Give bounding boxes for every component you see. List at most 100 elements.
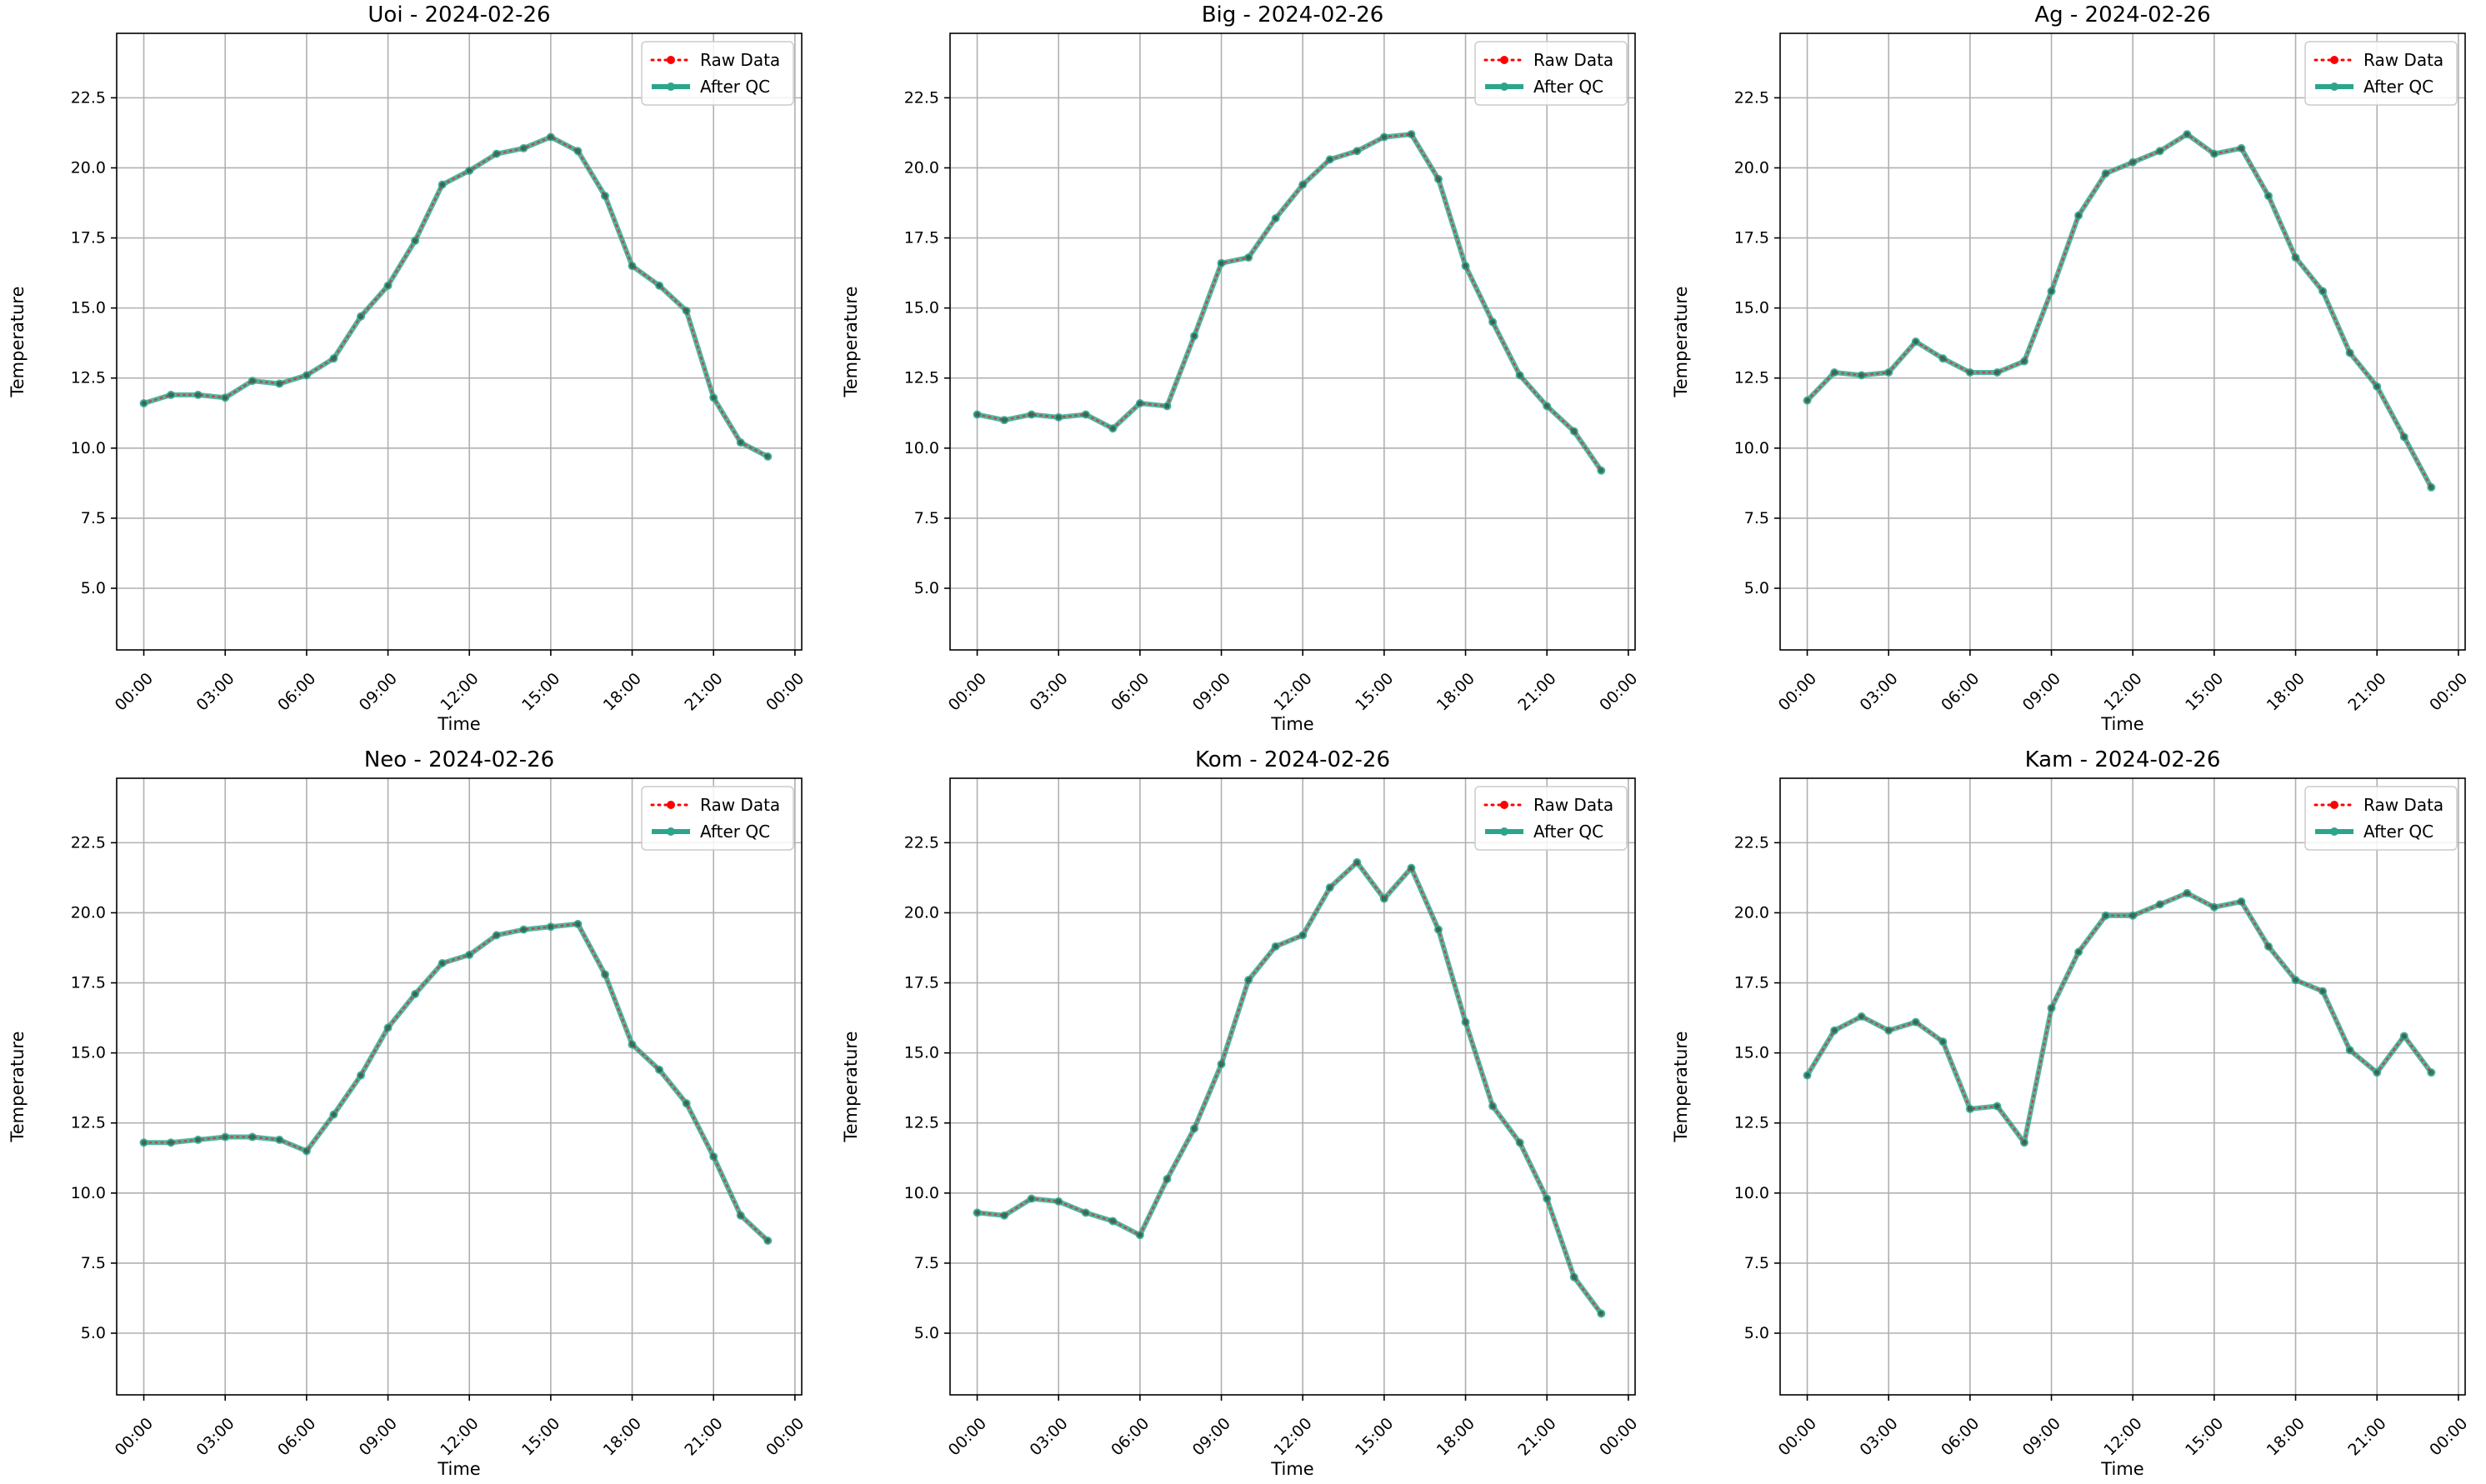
x-tick-label: 21:00	[1514, 1414, 1559, 1459]
raw-data-point	[2319, 988, 2326, 994]
x-tick-label: 15:00	[1352, 1414, 1397, 1459]
axes-frame	[1779, 777, 2466, 1396]
x-tick-label: 00:00	[1775, 1414, 1820, 1459]
x-tick-label: 03:00	[193, 1414, 238, 1459]
raw-data-point	[1598, 467, 1604, 473]
raw-data-point	[1164, 403, 1170, 409]
y-tick-label: 17.5	[904, 974, 939, 992]
raw-data-point	[1028, 1196, 1034, 1202]
raw-data-point	[2428, 484, 2434, 491]
y-tick-label: 20.0	[71, 158, 106, 177]
y-tick-label: 22.5	[904, 88, 939, 107]
raw-data-point	[1571, 1274, 1577, 1280]
raw-data-point	[1273, 215, 1278, 222]
raw-data-series-line	[1806, 132, 2433, 489]
y-axis-label: Temperature	[1671, 1031, 1691, 1142]
after-qc-points	[139, 132, 773, 461]
y-tick-label: 7.5	[914, 1254, 939, 1272]
y-tick-label: 12.5	[71, 369, 106, 387]
raw-data-point	[1463, 262, 1468, 269]
axes-frame	[949, 777, 1636, 1396]
raw-data-point	[2265, 943, 2272, 950]
raw-data-point	[2184, 131, 2190, 137]
raw-data-point	[1218, 1061, 1224, 1067]
legend-qc-marker	[1500, 82, 1508, 91]
chart-title: Big - 2024-02-26	[1202, 2, 1384, 27]
y-tick-label: 22.5	[1734, 833, 1769, 852]
x-tick-label: 15:00	[518, 669, 563, 714]
raw-data-point	[2130, 159, 2136, 165]
grid-lines	[117, 778, 802, 1395]
y-tick-label: 15.0	[71, 299, 106, 317]
raw-data-point	[1804, 1072, 1810, 1078]
legend-raw-marker	[667, 801, 675, 809]
chart-panel: 00:00 03:00 06:00 09:00 12:00 15:00 18:00 21:00…	[1671, 747, 2471, 1479]
legend: Raw Data After QC	[1474, 786, 1628, 851]
x-tick-label: 21:00	[2344, 669, 2389, 714]
y-tick-label: 5.0	[914, 1324, 939, 1342]
raw-data-point	[412, 991, 418, 997]
x-tick-label: 09:00	[1189, 669, 1234, 714]
raw-data-point	[2347, 350, 2353, 356]
raw-data-point	[2347, 1047, 2353, 1053]
y-tick-label: 10.0	[1734, 439, 1769, 457]
y-tick-label: 15.0	[904, 299, 939, 317]
chart-panel: 00:00 03:00 06:00 09:00 12:00 15:00 18:00 21:00…	[1671, 2, 2471, 734]
after-qc-points	[1803, 888, 2436, 1147]
x-tick-label: 18:00	[2263, 1414, 2308, 1459]
y-tick-label: 20.0	[1734, 903, 1769, 922]
raw-data-series-line	[1806, 892, 2433, 1146]
raw-data-point	[1408, 865, 1414, 871]
raw-data-points	[1804, 131, 2434, 491]
x-tick-label: 00:00	[112, 1414, 157, 1459]
raw-data-point	[2184, 890, 2190, 897]
chart-title: Kom - 2024-02-26	[1195, 747, 1390, 772]
chart-title: Uoi - 2024-02-26	[368, 2, 550, 27]
raw-data-point	[2373, 383, 2380, 390]
raw-data-point	[1435, 176, 1442, 182]
raw-data-point	[439, 960, 445, 967]
legend-qc-label: After QC	[2363, 822, 2433, 842]
x-tick-label: 09:00	[1189, 1414, 1234, 1459]
raw-data-point	[548, 924, 554, 930]
y-tick-label: 5.0	[914, 579, 939, 597]
raw-data-point	[1913, 338, 1918, 345]
raw-data-point	[1831, 1027, 1838, 1033]
legend-raw-marker	[2330, 801, 2338, 809]
chart-panel: 00:00 03:00 06:00 09:00 12:00 15:00 18:00 21:00…	[8, 2, 808, 734]
y-tick-label: 12.5	[904, 1114, 939, 1132]
raw-data-point	[2103, 912, 2108, 919]
raw-data-point	[683, 1100, 689, 1107]
x-tick-label: 00:00	[1775, 669, 1820, 714]
x-tick-label: 21:00	[2344, 1414, 2389, 1459]
raw-data-point	[1517, 1140, 1523, 1146]
x-tick-label: 21:00	[1514, 669, 1559, 714]
raw-data-point	[1489, 319, 1496, 325]
x-tick-label: 09:00	[356, 1414, 401, 1459]
after-qc-points	[973, 857, 1606, 1318]
raw-data-point	[1137, 400, 1143, 407]
x-tick-label: 15:00	[2182, 669, 2227, 714]
legend: Raw Data After QC	[641, 786, 794, 851]
legend-raw-label: Raw Data	[700, 795, 780, 815]
raw-data-point	[249, 377, 255, 384]
raw-data-point	[1967, 369, 1973, 376]
y-tick-label: 12.5	[1734, 1114, 1769, 1132]
raw-data-point	[521, 927, 527, 932]
raw-data-point	[1273, 943, 1278, 950]
raw-data-point	[1056, 1198, 1062, 1205]
x-tick-label: 06:00	[1108, 1414, 1153, 1459]
legend-raw-marker	[667, 56, 675, 64]
x-tick-label: 12:00	[437, 1414, 482, 1459]
raw-data-point	[602, 192, 608, 199]
raw-data-point	[1858, 372, 1864, 378]
y-axis-label: Temperature	[8, 286, 28, 397]
raw-data-point	[2157, 148, 2163, 154]
raw-data-points	[141, 134, 771, 460]
legend-qc-marker	[2330, 827, 2338, 836]
raw-data-point	[1994, 1103, 2000, 1109]
x-tick-label: 03:00	[193, 669, 238, 714]
x-tick-label: 09:00	[2019, 1414, 2064, 1459]
raw-data-point	[1940, 1038, 1946, 1045]
